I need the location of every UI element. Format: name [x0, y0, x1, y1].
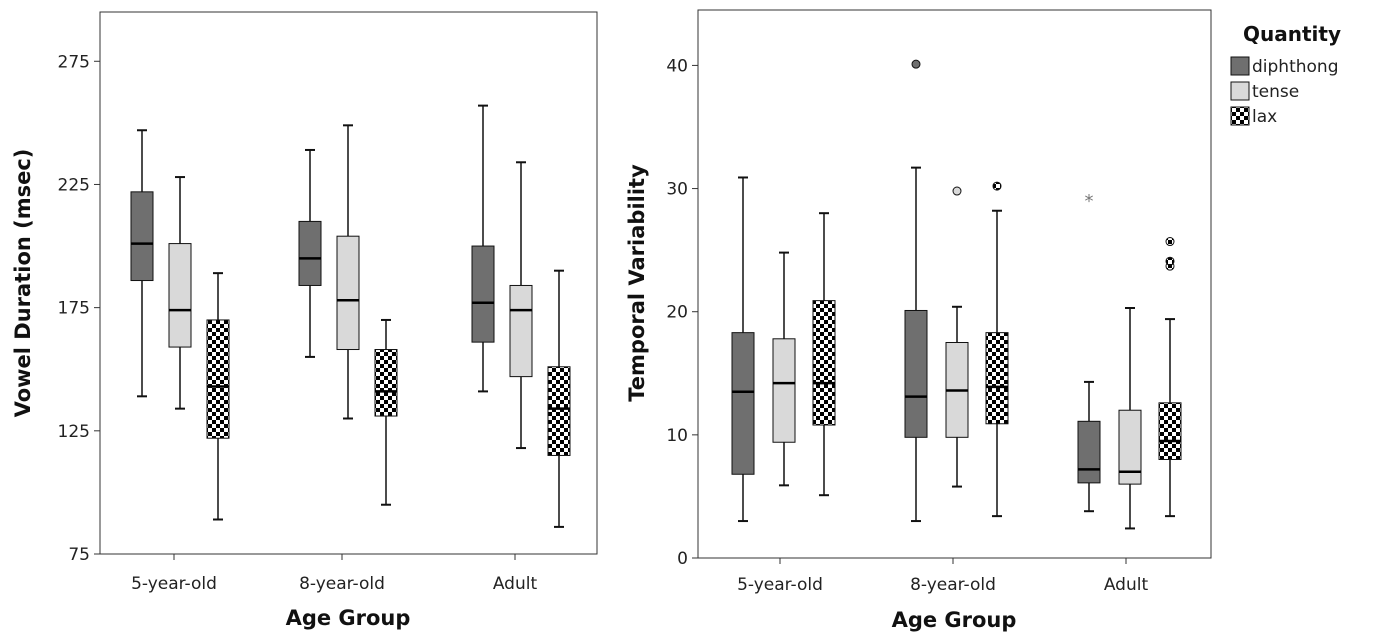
iqr-box [1158, 402, 1182, 460]
extreme-point: * [1085, 191, 1094, 212]
box-tense-8-year-old [336, 124, 360, 420]
legend-swatch-diphthong [1230, 56, 1250, 76]
iqr-box [772, 338, 796, 443]
y-axis-title: Temporal Variability [625, 164, 649, 402]
vowel-duration-chart: 75 125 175 225 275 5-year-old 8-year-old Adult… [11, 11, 598, 630]
box-plots: * [731, 59, 1182, 530]
y-tick-label: 175 [58, 299, 90, 319]
y-tick-label: 0 [677, 549, 688, 569]
legend-label-lax: lax [1252, 107, 1277, 127]
x-axis-title: Age Group [286, 606, 411, 630]
temporal-variability-chart: 0 10 20 30 40 5-year-old 8-year-old Adult * Ag… [625, 9, 1212, 632]
box-tense-Adult [509, 161, 533, 450]
box-tense-8-year-old [945, 186, 969, 488]
box-diphthong-5-year-old [731, 176, 755, 523]
box-tense-5-year-old [772, 251, 796, 487]
plot-frame [99, 11, 598, 555]
box-lax-5-year-old [206, 272, 230, 521]
box-diphthong-8-year-old [904, 59, 928, 523]
legend-swatch-tense [1230, 81, 1250, 101]
iqr-box [509, 284, 533, 378]
x-tick-label: Adult [1104, 575, 1149, 595]
iqr-box [471, 245, 495, 343]
box-lax-8-year-old [985, 181, 1009, 518]
iqr-box [130, 191, 154, 282]
outlier-point [1165, 237, 1175, 247]
plot-frame [697, 9, 1212, 559]
x-tick-label: 8-year-old [910, 575, 996, 595]
box-tense-Adult [1118, 307, 1142, 530]
iqr-box [1077, 420, 1101, 484]
x-tick-label: 8-year-old [299, 574, 385, 594]
iqr-box [206, 319, 230, 439]
box-diphthong-5-year-old [130, 129, 154, 398]
y-tick-label: 40 [666, 56, 688, 76]
box-lax-8-year-old [374, 318, 398, 506]
iqr-box [168, 243, 192, 348]
y-axis: 75 125 175 225 275 [58, 52, 100, 565]
outlier-point [952, 186, 962, 196]
y-tick-label: 275 [58, 52, 90, 72]
iqr-box [374, 349, 398, 417]
legend-label-diphthong: diphthong [1252, 57, 1339, 77]
y-tick-label: 20 [666, 303, 688, 323]
y-tick-label: 75 [68, 545, 90, 565]
x-axis: 5-year-old 8-year-old Adult [737, 558, 1148, 595]
iqr-box [336, 235, 360, 351]
box-lax-5-year-old [812, 212, 836, 497]
legend-label-tense: tense [1252, 82, 1299, 102]
iqr-box [731, 332, 755, 475]
iqr-box [812, 300, 836, 426]
y-axis-title: Vowel Duration (msec) [11, 149, 35, 418]
x-tick-label: 5-year-old [131, 574, 217, 594]
box-diphthong-Adult [471, 104, 495, 393]
legend-swatch-lax [1230, 106, 1250, 126]
box-lax-Adult [1158, 237, 1182, 518]
y-tick-label: 30 [666, 180, 688, 200]
legend-title: Quantity [1243, 22, 1341, 46]
y-tick-label: 225 [58, 175, 90, 195]
x-axis: 5-year-old 8-year-old Adult [131, 554, 537, 594]
iqr-box [1118, 409, 1142, 485]
outlier-point [1165, 256, 1175, 266]
iqr-box [298, 220, 322, 286]
y-tick-label: 125 [58, 422, 90, 442]
y-axis: 0 10 20 30 40 [666, 56, 698, 569]
legend: Quantity diphthong tense lax [1230, 22, 1341, 127]
iqr-box [547, 366, 571, 456]
x-tick-label: Adult [493, 574, 538, 594]
box-diphthong-Adult: * [1077, 191, 1101, 513]
outlier-point [911, 59, 921, 69]
x-axis-title: Age Group [892, 608, 1017, 632]
y-tick-label: 10 [666, 426, 688, 446]
box-plots [130, 104, 571, 528]
iqr-box [985, 332, 1009, 425]
box-tense-5-year-old [168, 176, 192, 410]
x-tick-label: 5-year-old [737, 575, 823, 595]
iqr-box [904, 309, 928, 438]
outlier-point [992, 181, 1002, 191]
box-lax-Adult [547, 269, 571, 528]
box-diphthong-8-year-old [298, 148, 322, 358]
